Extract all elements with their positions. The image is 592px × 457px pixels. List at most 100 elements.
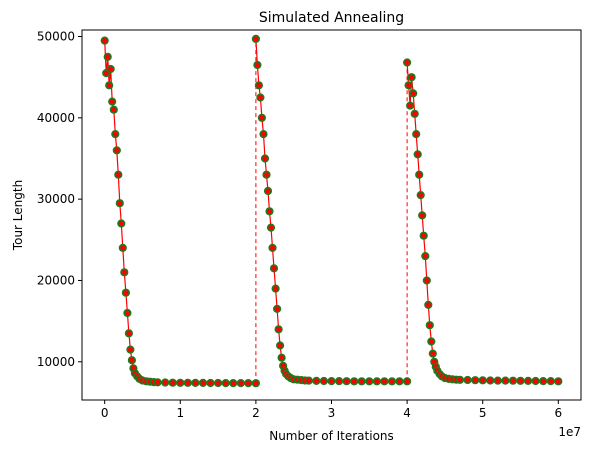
x-tick-label: 3 [328,406,336,420]
data-point [120,268,129,277]
data-point [357,377,366,386]
data-point [271,284,280,293]
y-axis-label: Tour Length [11,180,25,251]
data-point [365,377,374,386]
data-point [421,252,430,261]
data-point [455,375,465,384]
y-tick-label: 50000 [37,30,75,44]
data-point [415,170,424,179]
data-point [516,376,525,385]
chart-title: Simulated Annealing [259,10,404,26]
data-point [256,93,265,102]
data-point [276,341,285,350]
data-point [501,376,510,385]
data-point [427,337,436,346]
data-point [100,36,109,45]
data-point [236,379,245,388]
data-point [422,276,431,285]
data-point [478,376,487,385]
data-point [168,378,177,387]
data-point [266,223,276,232]
data-point [269,264,279,273]
data-point [244,379,253,388]
data-point [259,130,268,139]
data-point [493,376,502,385]
x-tick-label: 1 [176,406,184,420]
data-point [106,64,115,74]
data-point [112,146,121,155]
data-point [253,60,262,70]
data-point [424,300,433,310]
data-point [121,288,130,297]
data-point [404,81,413,90]
data-point [546,377,555,386]
y-tick-label: 40000 [37,111,75,125]
data-point [319,376,329,386]
data-point [153,378,162,387]
data-point [406,101,415,110]
data-point [312,376,321,386]
data-point [229,379,238,388]
data-point [161,378,170,387]
data-point [387,377,397,386]
data-point [508,376,518,385]
data-point [123,308,132,318]
data-point [127,356,136,365]
data-point [251,34,260,44]
data-point [335,377,344,386]
data-point [416,191,425,200]
data-point [407,73,416,82]
data-point [109,105,118,114]
data-point [214,378,223,388]
data-point [350,377,359,386]
data-point [425,321,434,330]
data-point [419,231,428,240]
data-point [103,52,112,61]
data-point [539,377,548,386]
data-point [114,170,123,179]
data-point [412,130,421,139]
data-point [463,375,472,385]
data-point [118,243,127,252]
data-point [486,376,495,385]
data-point [273,304,282,314]
y-tick-label: 20000 [37,273,75,287]
data-point [115,199,124,208]
data-point [183,378,192,387]
data-point [428,349,437,358]
data-point [206,378,215,388]
data-point [263,186,273,196]
data-point [554,377,563,386]
data-point [342,377,351,386]
data-point [108,97,117,106]
data-point [257,113,267,122]
data-point [410,109,419,118]
data-point [111,130,120,139]
data-point [372,377,382,386]
data-point [531,376,540,386]
x-tick-label: 6 [554,406,562,420]
data-point [198,378,208,388]
data-point [265,207,274,216]
data-point [260,154,270,163]
data-point [395,377,404,386]
x-tick-label: 2 [252,406,260,420]
data-point [268,243,277,252]
data-point [124,329,133,338]
data-point [471,376,480,385]
x-tick-label: 4 [403,406,411,420]
data-point [523,376,533,386]
data-point [327,377,336,386]
data-point [117,219,126,228]
data-point [254,81,263,90]
y-tick-label: 10000 [37,355,75,369]
data-point [409,89,418,98]
data-point [262,170,271,179]
data-point [403,58,412,67]
data-point [274,325,283,334]
data-point [176,378,185,387]
data-point [221,379,230,388]
data-point [304,376,313,385]
data-point [126,345,135,354]
